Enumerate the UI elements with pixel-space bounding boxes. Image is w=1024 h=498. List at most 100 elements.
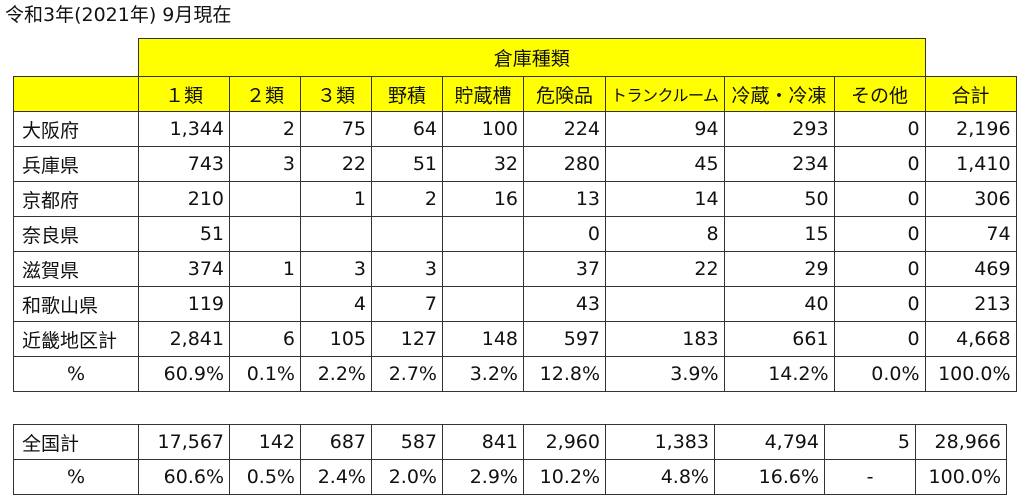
table-cell [229,216,301,252]
table-cell: 661 [723,321,835,357]
table-row: 近畿地区計 2,841 6 105 127 148 597 183 661 0 4,668 [13,321,1017,357]
table-body: 大阪府 1,344 2 75 64 100 224 94 293 0 2,196 兵庫県 743 3 22 5… [13,111,1017,392]
table-cell: 0 [833,251,926,287]
table-cell: - [824,459,916,495]
table-cell: 0.1% [229,356,301,392]
table-cell: 0.5% [229,459,301,495]
table-cell: 29 [723,251,835,287]
row-label: % [13,356,139,392]
column-header: 貯蔵槽 [442,76,524,112]
table-cell: 183 [605,321,725,357]
table-body: 全国計 17,567 142 687 587 841 2,960 1,383 4,794 5 28,… [13,424,1007,495]
table-cell: 0 [523,216,606,252]
table-cell: 45 [605,146,725,182]
table-cell: 2.7% [371,356,443,392]
table-cell: 1,410 [924,146,1017,182]
column-header: 冷蔵・冷凍 [723,76,835,112]
table-row: 滋賀県 374 1 3 3 37 22 29 0 469 [13,251,1017,287]
column-header: １類 [138,76,230,112]
table-cell [229,181,301,217]
table-cell: 2 [371,181,443,217]
table-cell: 64 [371,111,443,147]
table-cell [605,286,725,322]
table-cell [442,286,524,322]
page-title: 令和3年(2021年) 9月現在 [5,4,232,26]
table-cell: 687 [300,424,372,460]
table-cell: 0 [833,146,926,182]
table-cell: 234 [723,146,835,182]
table-cell: 1,383 [605,424,715,460]
table-cell [442,251,524,287]
table-cell: 14 [605,181,725,217]
table-cell: 2,841 [138,321,230,357]
table-cell: 105 [300,321,372,357]
table-row: 兵庫県 743 3 22 51 32 280 45 234 0 1,410 [13,146,1017,182]
row-label: 京都府 [13,181,139,217]
table-cell: 28,966 [915,424,1007,460]
table-cell: 75 [300,111,372,147]
table-cell [371,216,443,252]
table-cell [300,216,372,252]
blank-corner-right [925,38,1017,77]
table-cell: 0.0% [833,356,926,392]
table-row: 全国計 17,567 142 687 587 841 2,960 1,383 4,794 5 28,… [13,424,1007,460]
table-row: 京都府 210 1 2 16 13 14 50 0 306 [13,181,1017,217]
table-cell: 306 [924,181,1017,217]
table-cell: 119 [138,286,230,322]
table-cell: 4 [300,286,372,322]
table-cell [442,216,524,252]
table-cell: 10.2% [523,459,606,495]
table-cell: 1 [300,181,372,217]
table-cell: 1,344 [138,111,230,147]
row-label-header [13,76,139,112]
table-cell: 142 [229,424,301,460]
table-cell: 3.9% [605,356,725,392]
table-row: % 60.9% 0.1% 2.2% 2.7% 3.2% 12.8% 3.9% 14.2% 0.0%… [13,356,1017,392]
row-label: 奈良県 [13,216,139,252]
table-cell: 60.6% [138,459,230,495]
table-cell: 2.2% [300,356,372,392]
table-cell: 16 [442,181,524,217]
table-cell: 4,794 [714,424,825,460]
table-cell: 3.2% [442,356,524,392]
table-cell: 0 [833,216,926,252]
table-cell: 40 [723,286,835,322]
table-cell: 60.9% [138,356,230,392]
table-cell: 6 [229,321,301,357]
table-cell: 0 [833,321,926,357]
table-cell: 22 [605,251,725,287]
kinki-warehouse-table: 倉庫種類 １類 ２類 ３類 野積 貯蔵槽 危険品 トランクルーム 冷蔵・冷凍 そ… [13,38,1017,392]
row-label: 和歌山県 [13,286,139,322]
row-label: 全国計 [13,424,139,460]
table-cell: 127 [371,321,443,357]
table-cell: 14.2% [723,356,835,392]
table-cell: 5 [824,424,916,460]
table-cell: 74 [924,216,1017,252]
column-header: 野積 [371,76,443,112]
table-cell: 0 [833,111,926,147]
table-cell: 4.8% [605,459,715,495]
table-cell: 94 [605,111,725,147]
national-total-table: 全国計 17,567 142 687 587 841 2,960 1,383 4,794 5 28,… [13,424,1007,495]
table-cell: 213 [924,286,1017,322]
table-cell: 2.4% [300,459,372,495]
column-header: 危険品 [523,76,606,112]
table-cell: 100 [442,111,524,147]
table-cell: 51 [138,216,230,252]
table-cell: 3 [371,251,443,287]
table-cell: 22 [300,146,372,182]
table-cell: 0 [833,286,926,322]
table-cell: 224 [523,111,606,147]
table-cell: 2 [229,111,301,147]
blank-corner [13,38,139,77]
column-header: ２類 [229,76,301,112]
table-cell: 8 [605,216,725,252]
row-label: 近畿地区計 [13,321,139,357]
table-cell: 374 [138,251,230,287]
table-cell: 587 [371,424,443,460]
row-label: 兵庫県 [13,146,139,182]
table-cell: 841 [442,424,524,460]
table-cell: 100.0% [924,356,1017,392]
table-cell: 1 [229,251,301,287]
table-cell: 51 [371,146,443,182]
